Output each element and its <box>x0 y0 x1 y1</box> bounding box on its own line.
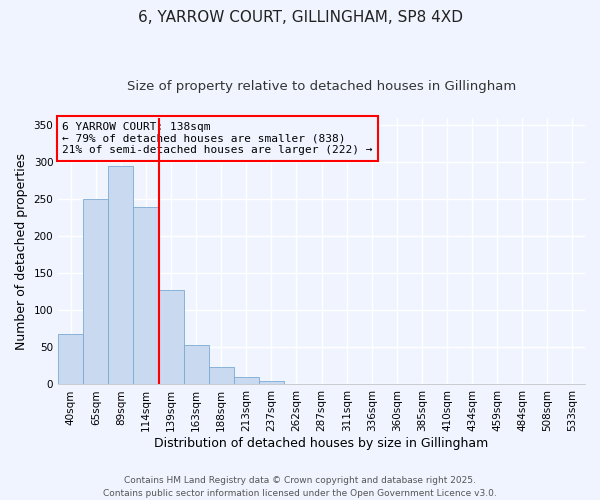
Text: Contains HM Land Registry data © Crown copyright and database right 2025.
Contai: Contains HM Land Registry data © Crown c… <box>103 476 497 498</box>
Bar <box>58 334 83 384</box>
Bar <box>259 382 284 384</box>
Bar <box>209 368 234 384</box>
Bar <box>133 206 158 384</box>
Bar <box>83 200 109 384</box>
X-axis label: Distribution of detached houses by size in Gillingham: Distribution of detached houses by size … <box>154 437 489 450</box>
Bar <box>234 377 259 384</box>
Text: 6, YARROW COURT, GILLINGHAM, SP8 4XD: 6, YARROW COURT, GILLINGHAM, SP8 4XD <box>137 10 463 25</box>
Bar <box>109 166 133 384</box>
Title: Size of property relative to detached houses in Gillingham: Size of property relative to detached ho… <box>127 80 516 93</box>
Bar <box>184 345 209 385</box>
Y-axis label: Number of detached properties: Number of detached properties <box>15 152 28 350</box>
Text: 6 YARROW COURT: 138sqm
← 79% of detached houses are smaller (838)
21% of semi-de: 6 YARROW COURT: 138sqm ← 79% of detached… <box>62 122 373 155</box>
Bar <box>158 290 184 384</box>
